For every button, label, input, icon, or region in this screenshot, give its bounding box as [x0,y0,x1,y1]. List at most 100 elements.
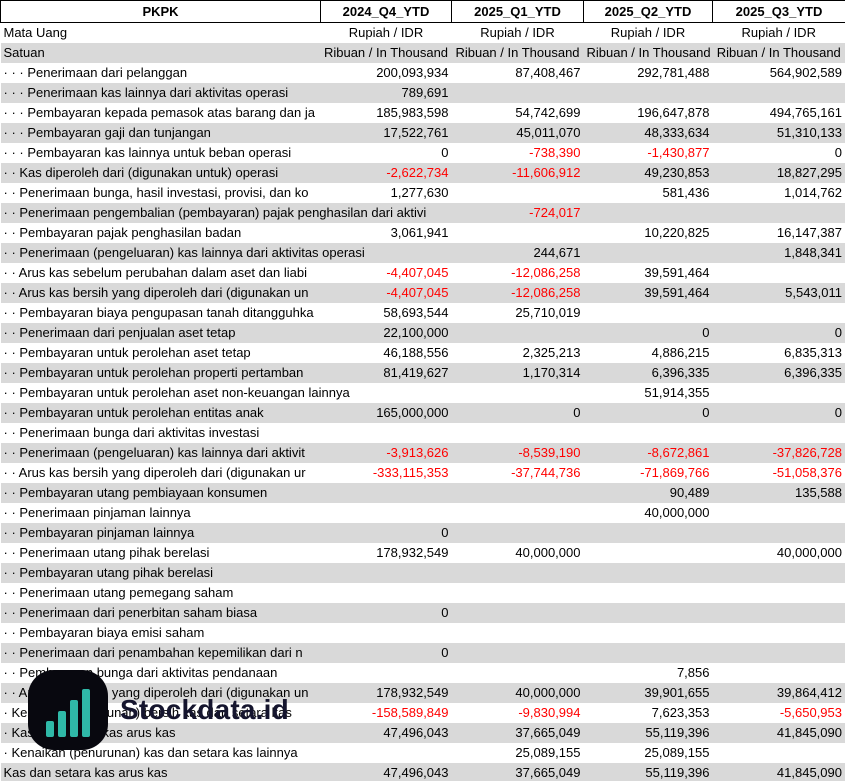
value-cell: 185,983,598 [376,105,449,120]
value-cell [321,623,452,643]
value-cell: 1,014,762 [712,183,845,203]
table-row: · · Pembayaran utang pihak berelasi [0,563,845,583]
value-cell [712,203,845,223]
table-row: · · Pembayaran untuk perolehan aset teta… [1,343,845,363]
value-cell: 6,396,335 [712,363,845,383]
value-cell: -9,830,994 [518,705,581,720]
value-cell [584,603,713,623]
value-cell [321,503,452,523]
value-cell: 39,901,655 [644,685,710,700]
value-cell [452,183,584,203]
table-row: · · Pembayaran biaya pengupasan tanah di… [1,303,845,323]
value-cell: 55,119,396 [645,725,710,740]
value-cell: 87,408,467 [515,65,581,80]
value-cell [452,603,584,623]
row-label: · · Penerimaan utang pihak berelasi [3,545,210,560]
row-label: · · Penerimaan utang pemegang saham [3,585,234,600]
value-cell: 3,061,941 [390,225,449,240]
row-label: · · Arus kas bersih yang diperoleh dari … [3,285,309,300]
value-cell: 18,827,295 [712,163,845,183]
table-row: · · Arus kas bersih yang diperoleh dari … [0,683,845,703]
value-cell [452,483,584,503]
row-label: Kas dan setara kas arus kas [3,765,168,780]
value-cell: 48,333,634 [644,125,710,140]
value-cell: -5,650,953 [712,703,845,723]
value-cell [712,643,845,663]
value-cell: 178,932,549 [376,685,449,700]
period-header: 2025_Q3_YTD [712,0,845,23]
value-cell: 39,864,412 [712,683,845,703]
value-cell: 2,325,213 [522,345,581,360]
row-label: · · Penerimaan pengembalian (pembayaran)… [3,205,427,220]
value-cell: 135,588 [712,483,845,503]
value-cell [712,303,845,323]
value-cell [584,423,713,443]
value-cell: 6,835,313 [712,343,845,363]
value-cell: 51,914,355 [644,385,710,400]
table-row: · · Pembayaran biaya emisi saham [1,623,845,643]
table-row: · · Pembayaran untuk perolehan aset non-… [1,383,845,403]
table-row: · · Pembayaran utang pembiayaan konsumen… [0,483,845,503]
value-cell: 81,419,627 [383,365,449,380]
value-cell [452,423,584,443]
meta-row-label: Mata Uang [3,25,68,40]
row-label: · · Pembayaran biaya pengupasan tanah di… [3,305,314,320]
value-cell: 0 [441,605,449,620]
row-label: · · Penerimaan bunga dari aktivitas inve… [3,425,260,440]
value-cell: -11,606,912 [512,165,581,180]
row-label: · · Pembayaran pinjaman lainnya [3,525,195,540]
value-cell [712,623,845,643]
row-label: · · Penerimaan dari penambahan kepemilik… [3,645,303,660]
value-cell: 49,230,853 [644,165,710,180]
value-cell: 58,693,544 [383,305,449,320]
value-cell [321,563,452,583]
value-cell: -333,115,353 [372,465,449,480]
row-label: · · · Pembayaran kas lainnya untuk beban… [3,145,292,160]
value-cell [584,643,713,663]
value-cell: -4,407,045 [386,265,449,280]
table-row: · · Penerimaan pinjaman lainnya 40,000,00… [1,503,845,523]
value-cell [452,563,584,583]
value-cell [452,503,584,523]
value-cell: 196,647,878 [637,105,710,120]
value-cell: 51,310,133 [712,123,845,143]
row-label: · · Pembayaran untuk perolehan aset non-… [3,385,350,400]
value-cell: 4,886,215 [651,345,710,360]
value-cell: 7,856 [676,665,710,680]
value-cell [712,523,845,543]
value-cell: 47,496,043 [383,765,449,780]
value-cell [584,243,713,263]
value-cell [321,663,452,683]
value-cell: 10,220,825 [644,225,710,240]
value-cell [584,583,713,603]
table-row: · · Pembayaran pinjaman lainnya 0 [0,523,845,543]
table-row: · · Arus kas bersih yang diperoleh dari … [1,463,845,483]
value-cell: 0 [712,323,845,343]
table-row: Mata Uang Rupiah / IDR Rupiah / IDR Rupiah … [1,22,845,43]
value-cell: 25,089,155 [644,745,710,760]
period-header: 2025_Q2_YTD [583,0,713,23]
table-row: · · Arus kas bersih yang diperoleh dari … [0,283,845,303]
value-cell: 6,396,335 [651,365,710,380]
row-label: · · Penerimaan pinjaman lainnya [3,505,191,520]
value-cell [452,663,584,683]
value-cell: 7,623,353 [651,705,710,720]
value-cell: -8,539,190 [518,445,581,460]
value-cell [452,623,584,643]
value-cell [712,83,845,103]
value-cell [712,503,845,523]
value-cell [712,563,845,583]
table-row: · · Penerimaan dari penambahan kepemilik… [0,643,845,663]
meta-value-cell: Rupiah / IDR [610,25,686,40]
row-label: · · Pembayaran untuk perolehan properti … [3,365,304,380]
value-cell: -1,430,877 [647,145,710,160]
value-cell: 292,781,488 [637,65,710,80]
value-cell: 0 [441,145,449,160]
row-label: · · Penerimaan dari penjualan aset tetap [3,325,236,340]
value-cell: 0 [573,405,581,420]
row-label: · · Pembayaran pajak penghasilan badan [3,225,242,240]
value-cell: 40,000,000 [515,685,581,700]
logo-bar-icon [70,700,78,737]
